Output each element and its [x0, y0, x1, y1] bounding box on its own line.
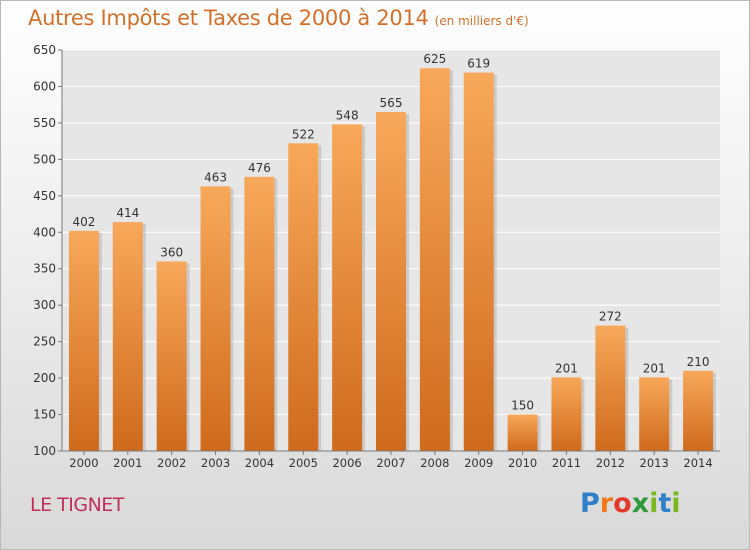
proxiti-logo: Proxiti [580, 488, 681, 519]
bar [376, 111, 406, 452]
y-tick-label: 400 [33, 225, 56, 239]
x-tick-label: 2006 [332, 456, 361, 470]
bar-value-label: 463 [204, 170, 227, 184]
x-tick-label: 2012 [596, 456, 625, 470]
bar-value-label: 360 [160, 245, 183, 259]
bar-value-label: 565 [380, 96, 403, 110]
bar [200, 186, 231, 451]
x-tick-label: 2005 [289, 456, 318, 470]
x-tick-label: 2007 [376, 456, 405, 470]
y-tick-label: 650 [33, 43, 56, 57]
bar-value-label: 150 [511, 399, 534, 413]
x-tick-label: 2014 [683, 456, 712, 470]
bar [551, 377, 582, 451]
bar-value-label: 201 [643, 361, 666, 375]
bar-value-label: 476 [248, 161, 271, 175]
bar [507, 414, 538, 451]
x-tick-label: 2001 [113, 456, 142, 470]
bar-value-label: 402 [72, 215, 95, 229]
bar [288, 143, 319, 451]
y-tick-label: 200 [33, 371, 56, 385]
chart-subtitle: (en milliers d'€) [434, 14, 529, 28]
x-tick-label: 2003 [201, 456, 230, 470]
y-tick-label: 350 [33, 262, 56, 276]
bar [639, 377, 670, 451]
x-tick-label: 2008 [420, 456, 449, 470]
bar [68, 230, 99, 451]
bar-value-label: 201 [555, 361, 578, 375]
y-tick-label: 150 [33, 408, 56, 422]
bar-value-label: 414 [116, 206, 139, 220]
y-tick-label: 250 [33, 335, 56, 349]
x-tick-label: 2011 [552, 456, 581, 470]
place-name: LE TIGNET [30, 494, 124, 516]
y-tick-label: 100 [33, 444, 56, 458]
x-tick-label: 2009 [464, 456, 493, 470]
bar-value-label: 272 [599, 310, 622, 324]
chart-title: Autres Impôts et Taxes de 2000 à 2014 (en… [28, 6, 529, 30]
x-tick-label: 2013 [640, 456, 669, 470]
bar [595, 325, 626, 451]
y-tick-label: 600 [33, 79, 56, 93]
bar-value-label: 619 [467, 57, 490, 71]
y-tick-label: 300 [33, 298, 56, 312]
bar [683, 370, 714, 451]
bar [244, 176, 275, 451]
bar [332, 124, 363, 451]
y-tick-label: 450 [33, 189, 56, 203]
bar-value-label: 625 [423, 52, 446, 66]
y-tick-label: 550 [33, 116, 56, 130]
bar [463, 72, 494, 452]
bar-value-label: 548 [336, 108, 359, 122]
bar-value-label: 522 [292, 127, 315, 141]
bar [156, 261, 187, 451]
bar [112, 222, 143, 451]
x-tick-label: 2010 [508, 456, 537, 470]
bar [419, 68, 450, 452]
x-tick-label: 2002 [157, 456, 186, 470]
y-tick-label: 500 [33, 152, 56, 166]
bar-value-label: 210 [687, 355, 710, 369]
chart-title-text: Autres Impôts et Taxes de 2000 à 2014 [28, 6, 429, 30]
x-tick-label: 2004 [245, 456, 274, 470]
x-tick-label: 2000 [69, 456, 98, 470]
